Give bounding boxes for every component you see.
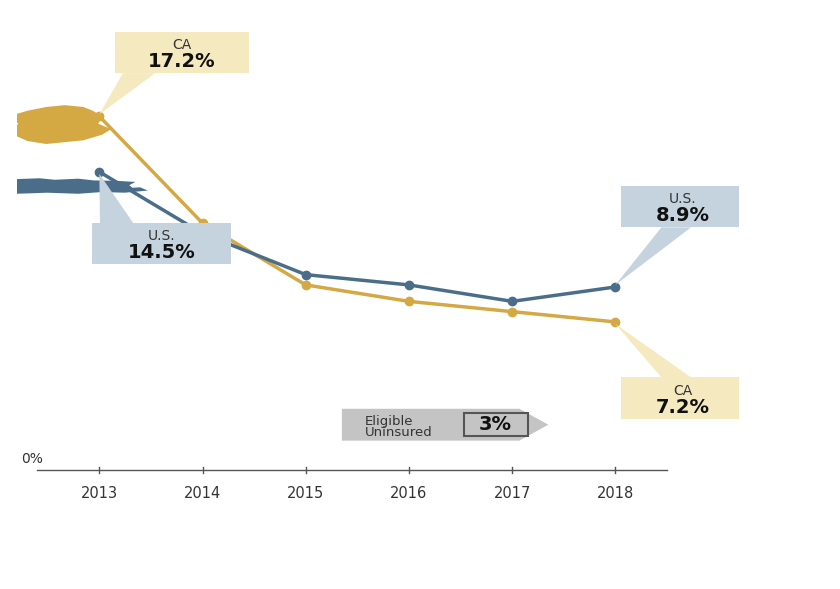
Polygon shape [99,73,155,114]
FancyBboxPatch shape [115,32,249,73]
Text: 17.2%: 17.2% [148,52,216,71]
Polygon shape [0,193,13,196]
Polygon shape [616,324,691,378]
Text: 2017: 2017 [493,487,531,501]
Polygon shape [99,174,134,223]
Polygon shape [9,105,111,144]
Text: 3%: 3% [479,415,512,434]
Text: Eligible: Eligible [365,415,413,428]
FancyBboxPatch shape [464,413,528,436]
Text: U.S.: U.S. [669,193,696,206]
FancyBboxPatch shape [621,186,744,227]
Text: 8.9%: 8.9% [655,206,710,226]
Text: 2018: 2018 [596,487,634,501]
Text: Uninsured: Uninsured [365,426,433,439]
Polygon shape [616,227,691,285]
Text: 2013: 2013 [81,487,118,501]
Text: 2015: 2015 [287,487,324,501]
FancyBboxPatch shape [92,223,231,264]
Text: U.S.: U.S. [148,229,175,243]
Text: 0%: 0% [21,452,43,466]
Text: 14.5%: 14.5% [128,243,195,262]
Text: CA: CA [673,383,692,398]
Text: 2016: 2016 [391,487,428,501]
Polygon shape [342,409,549,441]
Text: 7.2%: 7.2% [655,398,710,416]
Text: CA: CA [172,38,192,52]
FancyBboxPatch shape [621,378,744,419]
Text: 2014: 2014 [184,487,221,501]
Polygon shape [0,178,148,194]
